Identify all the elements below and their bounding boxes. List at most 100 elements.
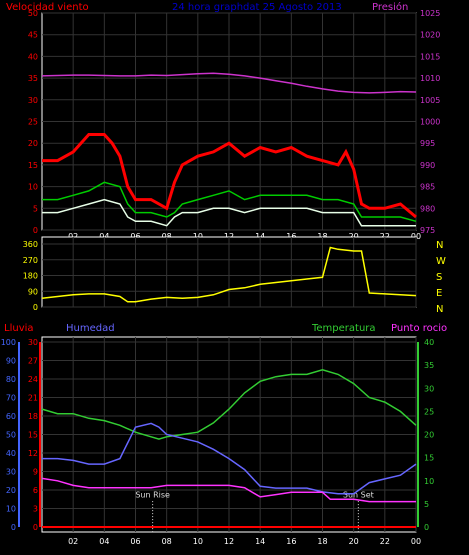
wind-y-tick-label: 45 (28, 31, 38, 40)
temp-y-tick-label: 0 (424, 523, 429, 532)
humidity-y-tick-label: 100 (1, 338, 16, 347)
temp-x-tick-label: 20 (349, 537, 359, 546)
rain-y-tick-label: 27 (28, 357, 38, 366)
wind-y-tick-label: 0 (33, 226, 38, 235)
compass-label: E (436, 288, 442, 299)
wind-y-tick-label: 20 (28, 139, 38, 148)
temp-y-tick-label: 35 (424, 361, 434, 370)
humidity-series (42, 422, 417, 495)
temp-x-tick-label: 08 (162, 537, 172, 546)
rain-axis-label: Lluvia (4, 323, 34, 334)
temp-x-tick-label: 10 (193, 537, 203, 546)
direction-grid (42, 237, 417, 308)
humidity-y-tick-label: 10 (6, 505, 16, 514)
temp-x-tick-label: 14 (255, 537, 265, 546)
rain-y-tick-label: 6 (33, 486, 38, 495)
sun-marker-label: Sun Rise (135, 490, 170, 499)
temperature-series (41, 369, 417, 440)
pressure-y-tick-label: 995 (420, 139, 435, 148)
wind-y-tick-label: 10 (28, 183, 38, 192)
wind-direction-series (41, 246, 417, 303)
temp-y-tick-label: 40 (424, 338, 434, 347)
humidity-y-tick-label: 30 (6, 468, 16, 477)
wind-pressure-chart: 0510152025303540455097598098599099510001… (6, 1, 440, 241)
direction-y-tick-label: 0 (33, 303, 38, 312)
rain-y-tick-label: 30 (28, 338, 38, 347)
temp-x-tick-label: 12 (224, 537, 234, 546)
pressure-y-tick-label: 975 (420, 226, 435, 235)
pressure-y-tick-label: 1025 (420, 9, 440, 18)
direction-y-tick-label: 270 (23, 256, 38, 265)
humidity-y-tick-label: 90 (6, 357, 16, 366)
rain-y-tick-label: 0 (33, 523, 38, 532)
temp-series: Sun Rise Sun Set (41, 369, 417, 532)
humidity-y-tick-label: 80 (6, 375, 16, 384)
pressure-y-tick-label: 980 (420, 204, 435, 213)
direction-series (41, 246, 417, 303)
rain-y-tick-label: 15 (28, 431, 38, 440)
rain-y-tick-label: 24 (28, 375, 38, 384)
pressure-axis-label: Presión (372, 1, 408, 13)
sun-marker-label: Sun Set (343, 490, 374, 499)
pressure-y-tick-label: 1000 (420, 118, 440, 127)
temp-y-tick-label: 15 (424, 454, 434, 463)
pressure-y-tick-label: 1020 (420, 31, 440, 40)
wind-y-tick-label: 5 (33, 204, 38, 213)
temp-x-tick-label: 16 (286, 537, 296, 546)
temp-y-tick-label: 25 (424, 407, 434, 416)
humidity-y-tick-label: 60 (6, 412, 16, 421)
wind-y-tick-label: 15 (28, 161, 38, 170)
temperature-axis-label: Temperatura (311, 323, 376, 334)
pressure-y-tick-label: 1015 (420, 52, 440, 61)
compass-label: W (436, 256, 446, 267)
wind-gust-series (42, 133, 417, 219)
temp-grid (42, 337, 417, 532)
rain-y-tick-label: 12 (28, 449, 38, 458)
pressure-y-tick-label: 985 (420, 183, 435, 192)
pressure-y-tick-label: 990 (420, 161, 435, 170)
humidity-y-tick-label: 70 (6, 394, 16, 403)
wind-speed-series (42, 198, 416, 227)
temp-y-tick-label: 5 (424, 500, 429, 509)
dewpoint-series (41, 477, 416, 503)
direction-y-tick-label: 360 (23, 240, 38, 249)
temp-x-tick-label: 06 (130, 537, 140, 546)
humidity-y-tick-label: 50 (6, 431, 16, 440)
compass-label: N (436, 240, 443, 251)
dewpoint-axis-label: Punto rocio (391, 323, 447, 334)
wind-y-tick-label: 30 (28, 96, 38, 105)
humidity-y-tick-label: 20 (6, 486, 16, 495)
temp-x-tick-label: 00 (411, 537, 421, 546)
temp-x-tick-label: 18 (317, 537, 327, 546)
chart-title: 24 hora graphdat 25 Agosto 2013 (172, 2, 342, 13)
temp-y-tick-label: 30 (424, 384, 434, 393)
pressure-series (41, 72, 417, 94)
wind-grid (42, 12, 417, 231)
direction-y-tick-label: 90 (28, 287, 38, 296)
temp-x-tick-label: 04 (99, 537, 109, 546)
wind-y-tick-label: 25 (28, 118, 38, 127)
direction-y-tick-label: 180 (23, 272, 38, 281)
pressure-y-tick-label: 1010 (420, 74, 440, 83)
compass-label: N (436, 304, 443, 315)
temp-y-tick-label: 10 (424, 477, 434, 486)
temp-x-tick-label: 02 (68, 537, 78, 546)
rain-y-tick-label: 3 (33, 505, 38, 514)
temp-x-tick-label: 22 (380, 537, 390, 546)
humidity-axis-label: Humedad (66, 323, 115, 334)
wind-y-tick-label: 50 (28, 9, 38, 18)
wind-y-tick-label: 40 (28, 52, 38, 61)
humidity-y-tick-label: 40 (6, 449, 16, 458)
temp-y-tick-label: 20 (424, 431, 434, 440)
rain-y-tick-label: 18 (28, 412, 38, 421)
wind-speed-axis-label: Velocidad viento (6, 2, 89, 13)
rain-y-tick-label: 9 (33, 468, 38, 477)
pressure-y-tick-label: 1005 (420, 96, 440, 105)
compass-label: S (436, 272, 442, 283)
rain-y-tick-label: 21 (28, 394, 38, 403)
wind-average-series (42, 181, 417, 223)
